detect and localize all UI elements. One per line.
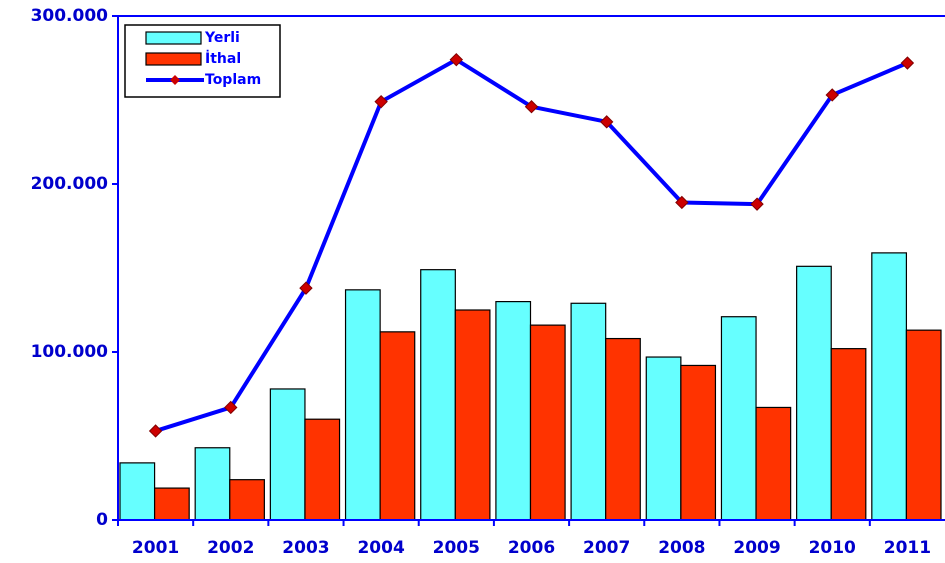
x-tick-label: 2010	[809, 538, 856, 558]
bar	[830, 348, 867, 521]
bar	[645, 356, 682, 521]
x-tick-label: 2003	[282, 538, 329, 558]
legend-swatch	[145, 52, 202, 66]
bar	[153, 487, 190, 521]
marker	[299, 281, 313, 295]
legend-label: Toplam	[205, 72, 261, 88]
y-tick-label: 200.000	[31, 174, 109, 194]
x-tick-label: 2006	[508, 538, 555, 558]
bar	[495, 301, 532, 521]
legend: Yerli İthal Toplam	[124, 24, 281, 98]
x-tick-label: 2001	[132, 538, 179, 558]
bar	[194, 447, 231, 521]
x-tick-label: 2007	[583, 538, 630, 558]
x-tick-label: 2009	[733, 538, 780, 558]
bar	[119, 462, 156, 521]
bar	[680, 364, 717, 521]
x-tick-label: 2005	[433, 538, 480, 558]
x-tick-label: 2011	[884, 538, 931, 558]
bar	[570, 302, 607, 521]
bar	[905, 329, 942, 521]
marker	[449, 52, 464, 67]
marker	[900, 56, 915, 70]
marker	[675, 195, 689, 210]
bar	[379, 331, 416, 521]
legend-swatch	[145, 31, 202, 45]
legend-marker	[170, 75, 180, 85]
bar	[344, 289, 381, 521]
bar	[529, 324, 566, 521]
bar	[454, 309, 491, 521]
bar	[269, 388, 306, 521]
x-tick-label: 2008	[658, 538, 705, 558]
x-tick-label: 2004	[357, 538, 404, 558]
y-tick-label: 300.000	[31, 6, 109, 26]
legend-label: İthal	[205, 50, 241, 67]
marker	[599, 115, 614, 129]
y-tick-label: 100.000	[31, 342, 109, 362]
y-tick-label: 0	[96, 510, 108, 530]
bar	[755, 406, 792, 521]
bar	[420, 269, 456, 521]
marker	[224, 400, 238, 415]
marker	[374, 94, 388, 109]
x-tick-label: 2002	[207, 538, 254, 558]
legend-label: Yerli	[204, 30, 240, 46]
bar	[720, 316, 757, 521]
marker	[825, 88, 839, 102]
bar	[796, 265, 832, 521]
bar	[871, 252, 908, 521]
marker	[148, 424, 163, 438]
marker	[524, 100, 539, 114]
marker	[750, 197, 764, 211]
bar	[229, 479, 265, 521]
bar	[605, 337, 641, 521]
bar	[304, 418, 341, 521]
